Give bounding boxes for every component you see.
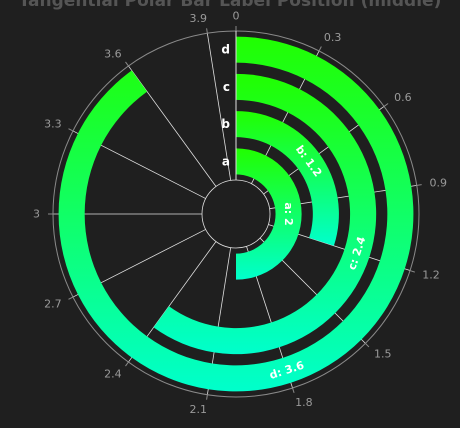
angle-tick-label: 1.5 xyxy=(374,348,392,361)
split-line xyxy=(128,65,217,187)
angle-tick xyxy=(318,46,322,52)
bar-label: a: 2 xyxy=(282,202,295,225)
angle-tick-label: 2.1 xyxy=(190,403,208,416)
chart-title: Tangential Polar Bar Label Position (mid… xyxy=(19,0,442,11)
angle-tick-label: 0 xyxy=(233,10,240,23)
angle-tick-label: 2.4 xyxy=(104,368,122,381)
radius-axis: a b c d xyxy=(221,31,237,180)
bar-series xyxy=(58,36,414,392)
category-label-a: a xyxy=(222,154,230,168)
angle-tick xyxy=(125,361,129,367)
angle-tick-label: 3.3 xyxy=(44,118,62,131)
angle-tick xyxy=(383,103,389,107)
angle-tick-label: 1.8 xyxy=(295,396,313,409)
angle-tick-label: 3 xyxy=(33,208,40,221)
angle-tick xyxy=(416,184,422,186)
angle-tick xyxy=(292,387,295,393)
split-line xyxy=(206,33,232,181)
bar-c xyxy=(153,73,377,355)
angle-tick-label: 3.9 xyxy=(190,12,208,25)
bar-b xyxy=(236,111,339,246)
angle-axis: 0 0.3 0.6 0.9 1.2 1.5 1.8 2.1 2.4 2.7 3 3.3 3.6 3.9 xyxy=(33,10,447,417)
angle-tick xyxy=(68,128,74,132)
angle-tick-label: 2.7 xyxy=(44,297,62,310)
category-label-c: c xyxy=(223,80,230,94)
angle-tick xyxy=(125,61,129,67)
angle-tick-label: 0.9 xyxy=(430,177,448,190)
category-label-d: d xyxy=(221,43,230,57)
inner-circle xyxy=(201,179,271,249)
angle-tick-label: 0.6 xyxy=(394,91,412,104)
angle-tick xyxy=(206,394,208,400)
angle-tick-label: 0.3 xyxy=(324,31,342,44)
angle-tick xyxy=(365,343,370,348)
angle-tick-label: 3.6 xyxy=(104,47,122,60)
category-label-b: b xyxy=(221,117,230,131)
angle-tick xyxy=(206,28,208,34)
bar-a xyxy=(236,148,302,280)
angle-tick-label: 1.2 xyxy=(422,269,440,282)
angle-tick xyxy=(68,296,74,300)
angle-tick xyxy=(409,270,415,273)
